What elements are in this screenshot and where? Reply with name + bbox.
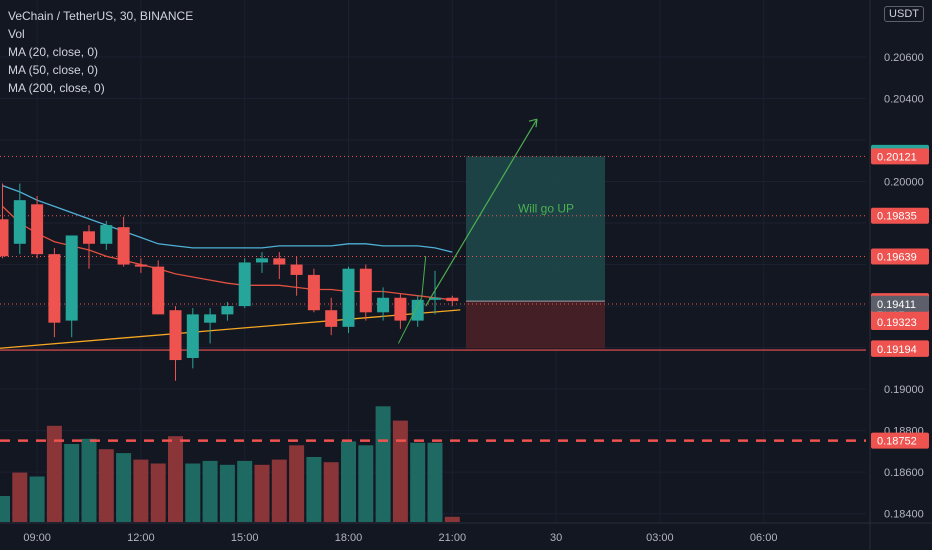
- candle-body: [152, 266, 165, 315]
- candle-body: [342, 268, 355, 327]
- volume-bar: [392, 420, 408, 522]
- candle-body: [377, 297, 390, 313]
- ma50-indicator-label[interactable]: MA (50, close, 0): [8, 63, 99, 77]
- price-label-text: 0.19323: [877, 317, 917, 329]
- volume-bar: [64, 444, 80, 522]
- y-axis-tick-label: 0.19000: [884, 384, 924, 396]
- price-label-tag: [871, 295, 929, 312]
- candle-body: [256, 258, 268, 263]
- candle-body: [204, 314, 217, 323]
- volume-bar: [254, 464, 270, 522]
- candle-body: [411, 299, 424, 321]
- candle-body: [221, 306, 234, 315]
- candle-body: [117, 227, 130, 265]
- volume-bar: [116, 453, 132, 522]
- price-label-tag: [871, 207, 929, 224]
- volume-bar: [29, 476, 45, 522]
- candle-body: [273, 258, 286, 265]
- x-axis-tick-label: 18:00: [335, 532, 363, 544]
- volume-bar: [185, 463, 201, 522]
- volume-bar: [427, 442, 443, 522]
- volume-bar: [133, 459, 149, 522]
- triangle-line: [421, 256, 427, 298]
- volume-bar: [358, 445, 374, 522]
- target-zone: [466, 156, 605, 302]
- price-label-text: 0.19411: [877, 299, 916, 311]
- volume-bar: [46, 425, 62, 522]
- price-label-tag: [871, 340, 929, 357]
- triangle-line: [397, 297, 423, 344]
- vol-indicator-label[interactable]: Vol: [8, 27, 25, 41]
- y-axis-tick-label: 0.18400: [884, 509, 924, 521]
- x-axis-tick-label: 15:00: [231, 532, 259, 544]
- candle-body: [307, 274, 320, 311]
- x-axis-tick-label: 09:00: [23, 532, 51, 544]
- volume-bar: [410, 442, 426, 522]
- y-axis-tick-label: 0.18600: [884, 467, 924, 479]
- candle-body: [134, 264, 147, 267]
- candle-body: [238, 262, 251, 307]
- candle-body: [31, 204, 44, 255]
- candle-body: [359, 268, 372, 313]
- ma20-indicator-label[interactable]: MA (20, close, 0): [8, 45, 99, 59]
- annotation-text: Will go UP: [518, 202, 574, 216]
- y-axis-tick-label: 0.20600: [884, 52, 924, 64]
- volume-bar: [168, 436, 183, 522]
- price-label-tag: [871, 314, 929, 331]
- ma200-indicator-label[interactable]: MA (200, close, 0): [8, 81, 105, 95]
- arrow-head-icon: [528, 118, 538, 128]
- candle-body: [48, 254, 61, 323]
- volume-bar: [219, 464, 235, 522]
- candle-body: [83, 231, 95, 244]
- volume-bar: [323, 462, 339, 522]
- price-label-text: 0.19835: [877, 211, 917, 223]
- y-axis-tick-label: 0.20400: [884, 93, 924, 105]
- price-label-text: 0.19194: [877, 344, 917, 356]
- candle-body: [100, 225, 113, 244]
- x-axis-tick-label: 06:00: [750, 532, 778, 544]
- volume-bar: [98, 449, 114, 522]
- volume-bar: [150, 463, 166, 522]
- stop-zone: [466, 301, 605, 349]
- volume-bar: [81, 438, 97, 522]
- candle-body: [169, 310, 182, 361]
- x-axis-tick-label: 21:00: [439, 532, 467, 544]
- candle-body: [0, 219, 9, 257]
- price-label-tag: [871, 148, 929, 165]
- candle-body: [65, 235, 78, 321]
- candle-body: [325, 310, 338, 327]
- candle-body: [446, 297, 459, 302]
- symbol-title[interactable]: VeChain / TetherUS, 30, BINANCE: [8, 9, 194, 23]
- arrow-line: [425, 118, 538, 307]
- currency-button[interactable]: USDT: [884, 6, 924, 22]
- ma50-line: [2, 184, 453, 253]
- volume-bar: [341, 441, 356, 522]
- price-label-text: 0.20121: [877, 151, 917, 163]
- volume-bar: [12, 472, 28, 522]
- candle-body: [394, 297, 407, 321]
- candle-body: [290, 264, 303, 275]
- x-axis-tick-label: 30: [550, 532, 562, 544]
- price-label-text: 0.18752: [877, 436, 917, 448]
- x-axis-tick-label: 03:00: [646, 532, 674, 544]
- y-axis-tick-label: 0.20000: [884, 176, 924, 188]
- price-label-tag: [871, 432, 929, 449]
- x-axis-tick-label: 12:00: [127, 532, 155, 544]
- volume-bar: [289, 445, 305, 522]
- candle-body: [186, 314, 199, 358]
- price-label-tag: [871, 248, 929, 265]
- volume-bar: [306, 457, 322, 522]
- price-label-text: 0.19639: [877, 251, 917, 263]
- candle-body: [13, 200, 26, 244]
- volume-bar: [271, 459, 287, 522]
- chart-legend: VeChain / TetherUS, 30, BINANCE Vol MA (…: [8, 7, 193, 97]
- volume-bar: [375, 406, 391, 522]
- volume-bar: [0, 496, 10, 522]
- volume-bar: [444, 516, 460, 522]
- volume-bar: [202, 460, 218, 522]
- volume-bar: [237, 460, 253, 522]
- candle-body: [429, 297, 441, 300]
